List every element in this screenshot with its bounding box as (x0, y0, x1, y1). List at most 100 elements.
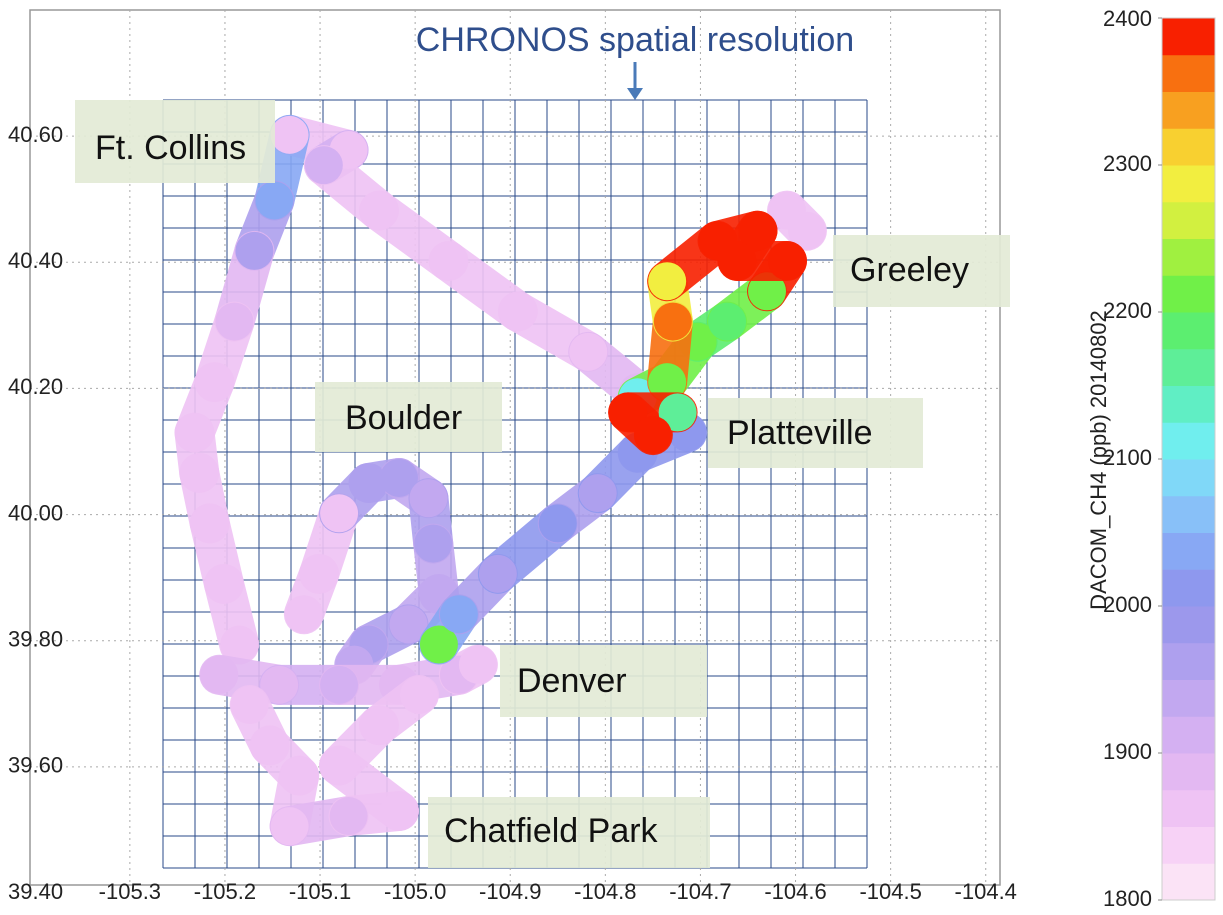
track-point (658, 393, 697, 432)
plot-frame (29, 9, 1001, 886)
track-point (205, 564, 243, 603)
place-box (428, 797, 710, 868)
track-point (304, 146, 343, 185)
colorbar-swatch (1162, 54, 1215, 92)
track-point (439, 595, 478, 634)
track-point (648, 363, 687, 402)
colorbar-swatch (1162, 789, 1215, 827)
track-point (379, 792, 418, 831)
track-point (200, 655, 239, 694)
track-point (320, 746, 359, 785)
track-point (379, 458, 418, 497)
track-point (409, 479, 448, 518)
x-tick-label: -104.4 (955, 879, 1017, 904)
track-point (180, 453, 219, 492)
track-point (230, 686, 269, 725)
place-label: Greeley (850, 251, 969, 289)
track-point (280, 756, 319, 795)
track-point (748, 272, 787, 311)
track-point (578, 474, 617, 513)
colorbar-swatch (1162, 459, 1215, 497)
place-box (75, 100, 275, 183)
colorbar-swatch (1162, 165, 1215, 203)
x-tick-label: -104.5 (859, 879, 921, 904)
track-point (300, 554, 339, 593)
colorbar-swatch (1162, 532, 1215, 570)
annotation-arrowhead (627, 88, 643, 100)
y-tick-label: 39.80 (8, 627, 63, 652)
colorbar-label: DACOM_CH4 (ppb) 20140802 (1086, 310, 1111, 610)
track-point (270, 807, 309, 846)
track-point (569, 332, 608, 371)
track-point (414, 524, 453, 563)
track-point (349, 464, 388, 503)
place-box (315, 382, 502, 452)
colorbar-swatch (1162, 128, 1215, 166)
place-label: Ft. Collins (95, 129, 246, 167)
track-point (419, 625, 458, 664)
track-point (220, 625, 259, 664)
track-point (653, 302, 692, 341)
place-label: Denver (517, 662, 627, 700)
y-tick-label: 39.40 (8, 879, 63, 904)
colorbar-swatch (1162, 569, 1215, 607)
colorbar-tick-label: 2400 (1103, 6, 1152, 31)
colorbar-swatch (1162, 863, 1215, 901)
colorbar-swatch (1162, 422, 1215, 460)
track-point (708, 302, 747, 341)
track-point (215, 302, 254, 341)
track-point (284, 595, 323, 634)
place-box (833, 235, 1010, 307)
colorbar-swatch (1162, 642, 1215, 680)
x-tick-label: -104.9 (479, 879, 541, 904)
annotation: CHRONOS spatial resolution (416, 21, 854, 59)
track-point (498, 292, 537, 331)
colorbar-swatch (1162, 18, 1215, 56)
track-point (633, 416, 672, 455)
track-point (538, 504, 577, 543)
colorbar-swatch (1162, 385, 1215, 423)
track-point (320, 665, 359, 704)
colorbar-swatch (1162, 91, 1215, 129)
track-point (648, 262, 687, 301)
track-point (767, 191, 806, 230)
track-point (718, 242, 757, 281)
track-point (195, 363, 234, 402)
track-point (320, 494, 359, 533)
colorbar-swatch (1162, 348, 1215, 386)
colorbar-swatch (1162, 716, 1215, 754)
track-point (360, 706, 399, 745)
colorbar-swatch (1162, 679, 1215, 717)
x-tick-label: -105.3 (99, 879, 161, 904)
y-tick-label: 40.40 (8, 248, 63, 273)
track-point (429, 242, 468, 281)
track-point (329, 797, 368, 836)
track-point (235, 231, 274, 270)
y-tick-label: 39.60 (8, 753, 63, 778)
track-point (260, 665, 299, 704)
track-point (255, 181, 294, 220)
place-label: Boulder (345, 399, 462, 437)
y-tick-label: 40.60 (8, 122, 63, 147)
colorbar-tick-label: 2000 (1103, 592, 1152, 617)
track-point (175, 413, 214, 452)
colorbar-swatch (1162, 826, 1215, 864)
track-point (250, 726, 289, 765)
colorbar-swatch (1162, 753, 1215, 791)
track-point (389, 605, 428, 644)
x-tick-label: -105.0 (384, 879, 446, 904)
x-tick-label: -104.8 (574, 879, 636, 904)
track-point (190, 504, 229, 543)
x-tick-label: -105.1 (289, 879, 351, 904)
colorbar-swatch (1162, 606, 1215, 644)
x-tick-label: -104.7 (669, 879, 731, 904)
colorbar-swatch (1162, 495, 1215, 533)
colorbar-swatch (1162, 312, 1215, 350)
place-labels: Ft. Collins Greeley Boulder Platteville Denv… (75, 100, 1010, 868)
track-point (478, 554, 517, 593)
flight-track (174, 114, 827, 847)
colorbar-tick-label: 2200 (1103, 298, 1152, 323)
place-box (500, 645, 707, 717)
y-tick-label: 40.20 (8, 374, 63, 399)
